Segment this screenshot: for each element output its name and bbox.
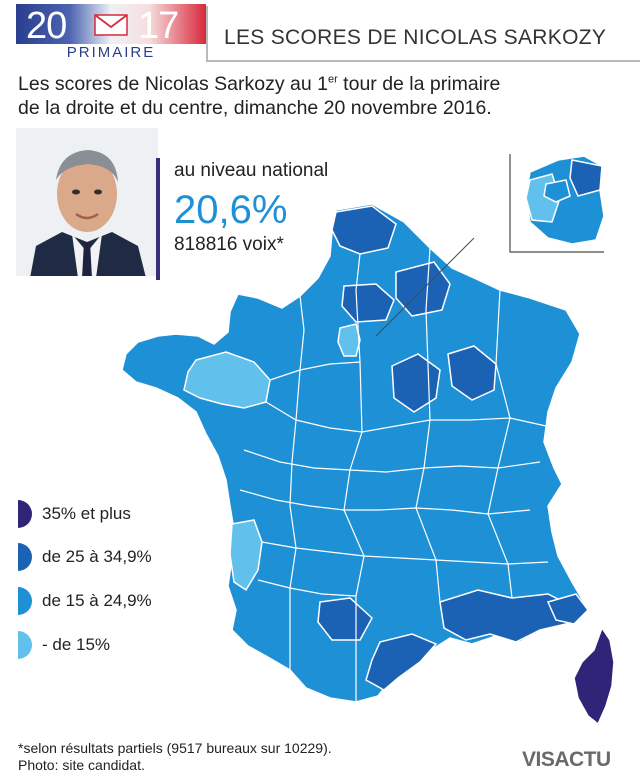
zone-nord-dark bbox=[331, 205, 397, 255]
legend-item-35-plus: 35% et plus bbox=[18, 500, 218, 528]
footnote-photo-credit: Photo: site candidat. bbox=[18, 757, 145, 773]
zone-yvelines-light bbox=[337, 323, 361, 357]
header: 20 17 PRIMAIRE LES SCORES DE NICOLAS SAR… bbox=[0, 0, 640, 62]
page-title: LES SCORES DE NICOLAS SARKOZY bbox=[224, 26, 607, 49]
zone-paca-dark bbox=[439, 589, 578, 643]
logo-year-left: 20 bbox=[26, 5, 67, 47]
france-map bbox=[121, 154, 615, 726]
legend-label: - de 15% bbox=[42, 635, 111, 654]
zone-aube-dark bbox=[447, 345, 497, 401]
intro-line1-end: tour de la primaire bbox=[337, 73, 501, 95]
intro-line2: de la droite et du centre, dimanche 20 n… bbox=[18, 97, 492, 119]
header-divider bbox=[206, 6, 208, 62]
legend-swatch bbox=[18, 500, 32, 528]
photo-accent-bar bbox=[156, 158, 160, 280]
visactu-logo-icon: VISACTU bbox=[522, 748, 622, 774]
footnote: *selon résultats partiels (9517 bureaux … bbox=[18, 740, 332, 774]
legend-label: de 15 à 24,9% bbox=[42, 591, 152, 610]
national-votes: 818816 voix* bbox=[174, 234, 284, 255]
national-score: 20,6% bbox=[174, 188, 288, 232]
intro-text: Les scores de Nicolas Sarkozy au 1er tou… bbox=[18, 72, 628, 120]
intro-sup: er bbox=[327, 73, 338, 86]
zone-midi-dark bbox=[317, 597, 373, 641]
intro-line1-start: Les scores de Nicolas Sarkozy au 1 bbox=[18, 73, 328, 95]
national-label: au niveau national bbox=[174, 160, 329, 181]
legend-item-25-34: de 25 à 34,9% bbox=[18, 543, 218, 571]
paris-inset-seine-st-denis bbox=[569, 159, 603, 197]
zone-languedoc-dark bbox=[365, 633, 438, 691]
zone-gironde-light bbox=[229, 519, 263, 592]
legend-swatch bbox=[18, 631, 32, 659]
logo-year-right: 17 bbox=[138, 5, 179, 47]
legend-item-15-24: de 15 à 24,9% bbox=[18, 587, 218, 615]
footnote-source: *selon résultats partiels (9517 bureaux … bbox=[18, 740, 332, 756]
national-result: au niveau national 20,6% 818816 voix* bbox=[174, 160, 328, 256]
zone-oise-dark bbox=[341, 283, 395, 323]
envelope-icon bbox=[94, 14, 128, 36]
portrait-illustration bbox=[16, 128, 158, 276]
brand-name: VISACTU bbox=[522, 748, 611, 771]
legend-label: 35% et plus bbox=[42, 504, 131, 523]
paris-inset bbox=[375, 154, 605, 337]
paris-inset-paris bbox=[543, 179, 571, 203]
candidate-photo bbox=[16, 128, 158, 278]
legend-swatch bbox=[18, 587, 32, 615]
header-rule bbox=[206, 60, 640, 62]
corsica bbox=[573, 626, 615, 726]
department-borders bbox=[239, 247, 549, 702]
legend-item-under-15: - de 15% bbox=[18, 631, 218, 659]
logo-subtitle: PRIMAIRE bbox=[16, 44, 206, 62]
zone-bretagne-light bbox=[183, 351, 271, 409]
legend-swatch bbox=[18, 543, 32, 571]
primaire-logo: 20 17 PRIMAIRE bbox=[16, 4, 206, 62]
zone-alpes-maritimes-dark bbox=[546, 593, 589, 625]
legend-label: de 25 à 34,9% bbox=[42, 547, 152, 566]
